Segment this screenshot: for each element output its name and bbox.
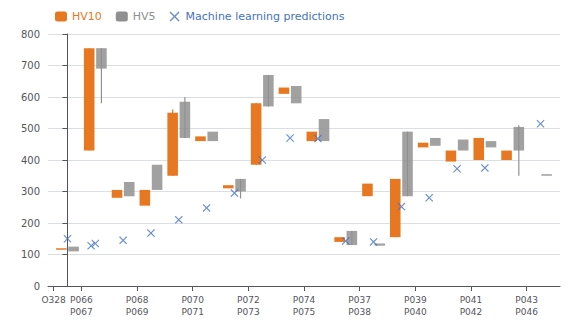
svg-text:P037: P037 <box>348 295 371 305</box>
svg-text:400: 400 <box>21 155 40 166</box>
svg-text:200: 200 <box>21 218 40 229</box>
svg-text:P073: P073 <box>237 307 260 317</box>
svg-text:P069: P069 <box>126 307 149 317</box>
svg-text:Machine learning predictions: Machine learning predictions <box>186 10 345 23</box>
svg-text:800: 800 <box>21 29 40 40</box>
svg-text:P068: P068 <box>126 295 149 305</box>
svg-text:P075: P075 <box>293 307 316 317</box>
svg-text:P041: P041 <box>460 295 483 305</box>
svg-text:P043: P043 <box>515 295 538 305</box>
svg-text:500: 500 <box>21 123 40 134</box>
svg-text:HV10: HV10 <box>72 10 102 23</box>
svg-text:P071: P071 <box>181 307 204 317</box>
svg-text:P039: P039 <box>404 295 427 305</box>
svg-text:P042: P042 <box>460 307 483 317</box>
svg-text:P040: P040 <box>404 307 427 317</box>
svg-text:100: 100 <box>21 249 40 260</box>
svg-text:0: 0 <box>34 281 40 292</box>
svg-text:P066: P066 <box>70 295 93 305</box>
svg-text:300: 300 <box>21 186 40 197</box>
svg-text:600: 600 <box>21 92 40 103</box>
svg-text:P067: P067 <box>70 307 93 317</box>
svg-text:P074: P074 <box>293 295 316 305</box>
svg-text:HV5: HV5 <box>133 10 156 23</box>
svg-text:P038: P038 <box>348 307 371 317</box>
svg-text:O328: O328 <box>41 295 66 305</box>
svg-text:P072: P072 <box>237 295 260 305</box>
svg-text:P046: P046 <box>515 307 538 317</box>
svg-text:P070: P070 <box>181 295 204 305</box>
svg-text:700: 700 <box>21 60 40 71</box>
